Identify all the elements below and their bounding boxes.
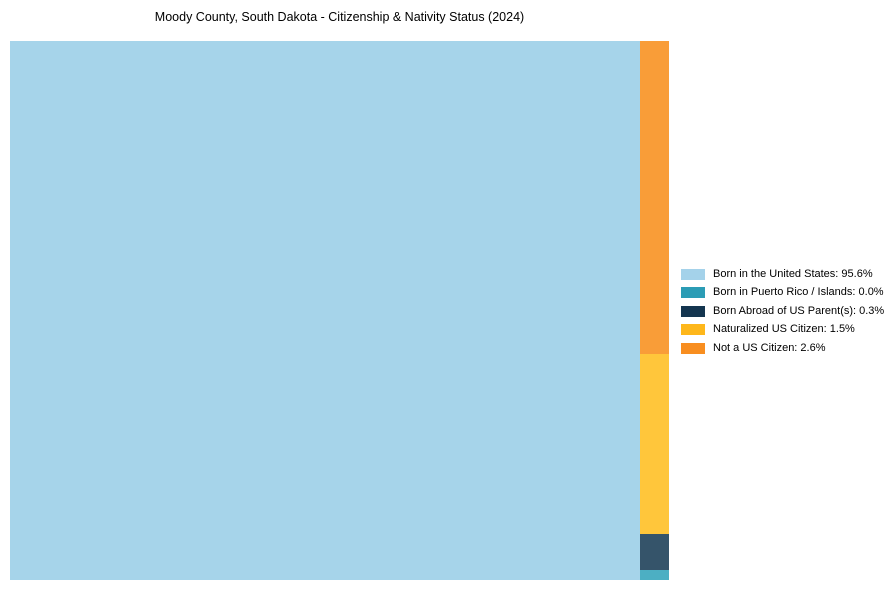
legend-label-born-puerto-rico-islands: Born in Puerto Rico / Islands: 0.0% <box>713 286 884 299</box>
treemap-block-born-puerto-rico-islands <box>640 570 669 580</box>
legend-item-born-abroad-us-parents: Born Abroad of US Parent(s): 0.3% <box>681 302 884 321</box>
legend-swatch-naturalized-citizen <box>681 324 705 336</box>
legend-item-not-us-citizen: Not a US Citizen: 2.6% <box>681 339 884 358</box>
legend-label-born-in-us: Born in the United States: 95.6% <box>713 267 873 280</box>
legend-swatch-born-abroad-us-parents <box>681 305 705 317</box>
treemap-minority-column <box>640 41 669 580</box>
treemap-chart <box>10 41 669 580</box>
legend-label-born-abroad-us-parents: Born Abroad of US Parent(s): 0.3% <box>713 304 885 317</box>
legend-item-born-puerto-rico-islands: Born in Puerto Rico / Islands: 0.0% <box>681 284 884 303</box>
treemap-block-naturalized-citizen <box>640 353 669 534</box>
legend-swatch-born-puerto-rico-islands <box>681 287 705 299</box>
treemap-block-born-abroad-us-parents <box>640 533 669 570</box>
treemap-block-not-us-citizen <box>640 41 669 354</box>
chart-title: Moody County, South Dakota - Citizenship… <box>154 10 525 24</box>
legend-item-born-in-us: Born in the United States: 95.6% <box>681 265 884 284</box>
legend: Born in the United States: 95.6% Born in… <box>681 265 884 358</box>
legend-item-naturalized-citizen: Naturalized US Citizen: 1.5% <box>681 321 884 340</box>
legend-swatch-not-us-citizen <box>681 342 705 354</box>
legend-label-not-us-citizen: Not a US Citizen: 2.6% <box>713 341 826 354</box>
treemap-block-born-in-us <box>10 41 640 580</box>
legend-label-naturalized-citizen: Naturalized US Citizen: 1.5% <box>713 323 855 336</box>
legend-swatch-born-in-us <box>681 268 705 280</box>
